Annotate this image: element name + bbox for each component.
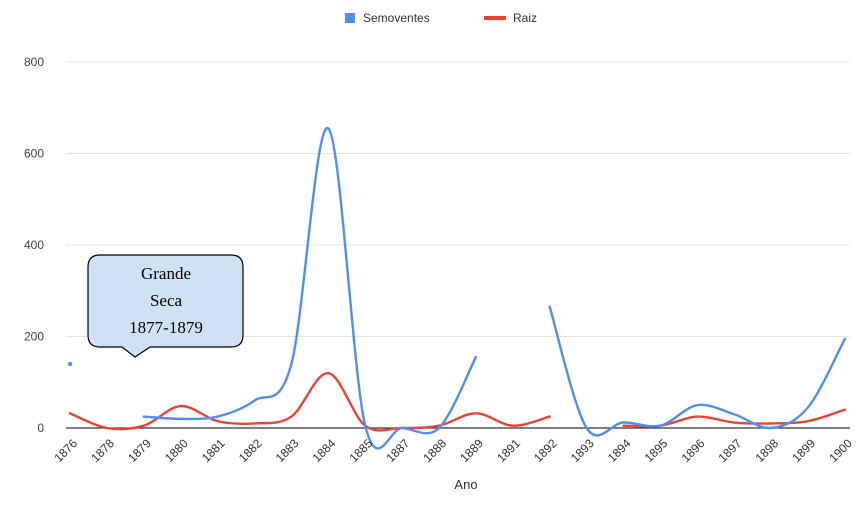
- series-line-raiz: [68, 371, 551, 432]
- gridlines: [66, 61, 850, 429]
- y-tick-label: 600: [24, 147, 44, 161]
- legend-label-semoventes: Semoventes: [363, 11, 430, 25]
- y-axis-ticks: 0 200 400 600 800: [24, 55, 44, 435]
- legend-swatch-semoventes: [345, 13, 355, 23]
- callout-line-2: Seca: [150, 291, 183, 310]
- x-tick-label: 1882: [236, 436, 265, 465]
- y-tick-label: 400: [24, 238, 44, 252]
- x-tick-label: 1891: [494, 436, 523, 465]
- x-tick-label: 1889: [457, 436, 486, 465]
- x-tick-label: 1884: [310, 436, 339, 465]
- x-tick-label: 1880: [162, 436, 191, 465]
- x-tick-label: 1878: [88, 436, 117, 465]
- x-tick-label: 1894: [605, 436, 634, 465]
- legend: Semoventes Raiz: [345, 11, 537, 25]
- x-tick-label: 1900: [826, 436, 855, 465]
- x-tick-label: 1892: [531, 436, 560, 465]
- callout-line-3: 1877-1879: [129, 318, 203, 337]
- x-tick-label: 1893: [568, 436, 597, 465]
- series-lines: [67, 127, 847, 450]
- annotation-callout: Grande Seca 1877-1879: [87, 254, 244, 358]
- x-tick-label: 1896: [679, 436, 708, 465]
- x-tick-label: 1895: [642, 436, 671, 465]
- x-tick-label: 1898: [752, 436, 781, 465]
- x-tick-label: 1888: [420, 436, 449, 465]
- legend-swatch-raiz: [484, 16, 506, 20]
- callout-bubble: [87, 254, 244, 358]
- y-tick-label: 200: [24, 330, 44, 344]
- x-tick-label: 1881: [199, 436, 228, 465]
- y-tick-label: 0: [37, 421, 44, 435]
- series-line-semoventes: [548, 305, 847, 437]
- series-line-semoventes: [142, 127, 478, 450]
- y-tick-label: 800: [24, 55, 44, 69]
- x-tick-label: 1899: [789, 436, 818, 465]
- x-axis-title: Ano: [454, 477, 477, 492]
- x-axis-ticks: 1876 1878 1879 1880 1881 1882 1883 1884 1885 1887…: [51, 436, 855, 465]
- series-point-semoventes: [67, 361, 73, 367]
- x-tick-label: 1879: [125, 436, 154, 465]
- x-tick-label: 1897: [716, 436, 745, 465]
- x-tick-label: 1876: [51, 436, 80, 465]
- series-line-raiz: [622, 408, 847, 428]
- callout-line-1: Grande: [141, 264, 191, 283]
- legend-label-raiz: Raiz: [513, 11, 537, 25]
- x-tick-label: 1883: [273, 436, 302, 465]
